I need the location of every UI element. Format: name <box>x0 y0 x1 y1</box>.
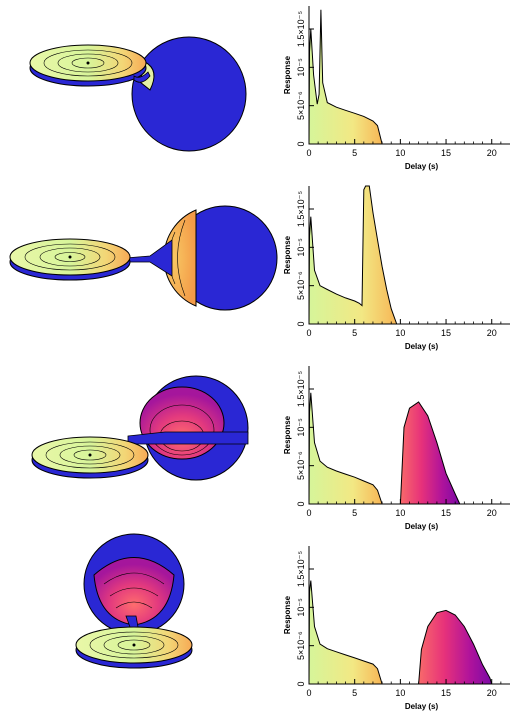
disk-contour <box>45 441 135 469</box>
accretion-stream <box>125 615 139 628</box>
y-tick-label: 10⁻⁵ <box>296 238 306 257</box>
disk-contour <box>59 445 121 465</box>
y-tick-label: 0 <box>296 141 306 146</box>
disk-contour <box>103 635 165 655</box>
y-axis-label: Response <box>283 595 292 634</box>
y-axis-label: Response <box>283 415 292 454</box>
x-tick-label: 20 <box>487 148 497 158</box>
x-tick-label: 5 <box>352 508 357 518</box>
y-tick-label: 1.5×10⁻⁵ <box>296 11 306 48</box>
x-tick-label: 20 <box>487 688 497 698</box>
x-tick-label: 0 <box>306 148 311 158</box>
y-tick-label: 5×10⁻⁶ <box>296 91 306 120</box>
y-tick-label: 5×10⁻⁶ <box>296 451 306 480</box>
x-tick-label: 10 <box>395 328 405 338</box>
plots: 0 5 10 15 20 0 5×10⁻⁶ 10⁻⁵ 1.5×10⁻⁵ Delay (s) Resp… <box>283 6 510 711</box>
bowl-contour <box>103 572 165 585</box>
neck <box>127 431 249 445</box>
bowl-contour <box>177 219 186 297</box>
y-tick-label: 5×10⁻⁶ <box>296 631 306 660</box>
y-tick-label: 0 <box>296 501 306 506</box>
series-area-2 <box>399 401 461 505</box>
y-tick-label: 10⁻⁵ <box>296 58 306 77</box>
disk-contour <box>39 247 101 267</box>
disk-contour <box>117 639 151 651</box>
y-tick-label: 10⁻⁵ <box>296 418 306 437</box>
bowl-contour <box>149 404 215 456</box>
x-tick-label: 10 <box>395 508 405 518</box>
series-area-1 <box>308 9 383 145</box>
x-tick-label: 10 <box>395 688 405 698</box>
x-tick-label: 20 <box>487 328 497 338</box>
disk-contour <box>54 252 86 262</box>
response-plot-3: 0 5 10 15 20 0 5×10⁻⁶ 10⁻⁵ 1.5×10⁻⁵ Delay (s) Resp… <box>283 366 510 531</box>
x-tick-label: 15 <box>441 148 451 158</box>
x-tick-label: 10 <box>395 148 405 158</box>
disk-center <box>86 61 90 65</box>
accretion-stream <box>133 71 151 83</box>
x-tick-label: 20 <box>487 508 497 518</box>
sphere-shell <box>131 36 247 152</box>
x-tick-label: 5 <box>352 328 357 338</box>
x-tick-label: 15 <box>441 508 451 518</box>
bowl-contour <box>109 587 159 597</box>
series-area-1 <box>308 580 383 685</box>
bowl-interior <box>139 386 225 460</box>
disk-contour <box>71 57 105 69</box>
disk-center <box>68 255 72 259</box>
x-tick-label: 15 <box>441 328 451 338</box>
x-axis-label: Delay (s) <box>405 162 439 171</box>
response-plot-2: 0 5 10 15 20 0 5×10⁻⁶ 10⁻⁵ 1.5×10⁻⁵ Delay (s) Resp… <box>283 185 510 351</box>
bowl-interior <box>93 557 175 626</box>
response-plot-4: 0 5 10 15 20 0 5×10⁻⁶ 10⁻⁵ 1.5×10⁻⁵ Delay (s) Resp… <box>283 546 510 711</box>
x-tick-label: 0 <box>306 328 311 338</box>
disk-contour <box>43 49 133 77</box>
illustration-4 <box>75 533 193 669</box>
disk-contour <box>73 449 107 461</box>
disk-contour <box>57 53 119 73</box>
illustration-2 <box>9 205 278 311</box>
x-axis-label: Delay (s) <box>405 522 439 531</box>
y-tick-label: 1.5×10⁻⁵ <box>296 551 306 588</box>
y-tick-label: 0 <box>296 681 306 686</box>
y-axis-label: Response <box>283 55 292 94</box>
series-area-1 <box>308 392 383 505</box>
neck <box>124 239 173 277</box>
x-tick-label: 5 <box>352 688 357 698</box>
disk-contour <box>24 243 116 271</box>
x-tick-label: 0 <box>306 508 311 518</box>
x-tick-label: 5 <box>352 148 357 158</box>
disk-contour <box>89 631 179 659</box>
disk-center <box>132 643 136 647</box>
y-tick-label: 1.5×10⁻⁵ <box>296 191 306 228</box>
disk-center <box>88 453 92 457</box>
x-tick-label: 0 <box>306 688 311 698</box>
y-tick-label: 0 <box>296 321 306 326</box>
y-axis-label: Response <box>283 235 292 274</box>
y-tick-label: 1.5×10⁻⁵ <box>296 371 306 408</box>
response-plot-1: 0 5 10 15 20 0 5×10⁻⁶ 10⁻⁵ 1.5×10⁻⁵ Delay (s) Resp… <box>283 6 510 171</box>
x-tick-label: 15 <box>441 688 451 698</box>
y-tick-label: 10⁻⁵ <box>296 598 306 617</box>
y-tick-label: 5×10⁻⁶ <box>296 271 306 300</box>
series-area-2 <box>418 609 493 685</box>
illustration-1 <box>29 36 247 152</box>
x-axis-label: Delay (s) <box>405 342 439 351</box>
series-area-1 <box>308 185 398 325</box>
illustration-3 <box>31 375 249 481</box>
bowl-contour <box>115 601 153 609</box>
x-axis-label: Delay (s) <box>405 702 439 711</box>
